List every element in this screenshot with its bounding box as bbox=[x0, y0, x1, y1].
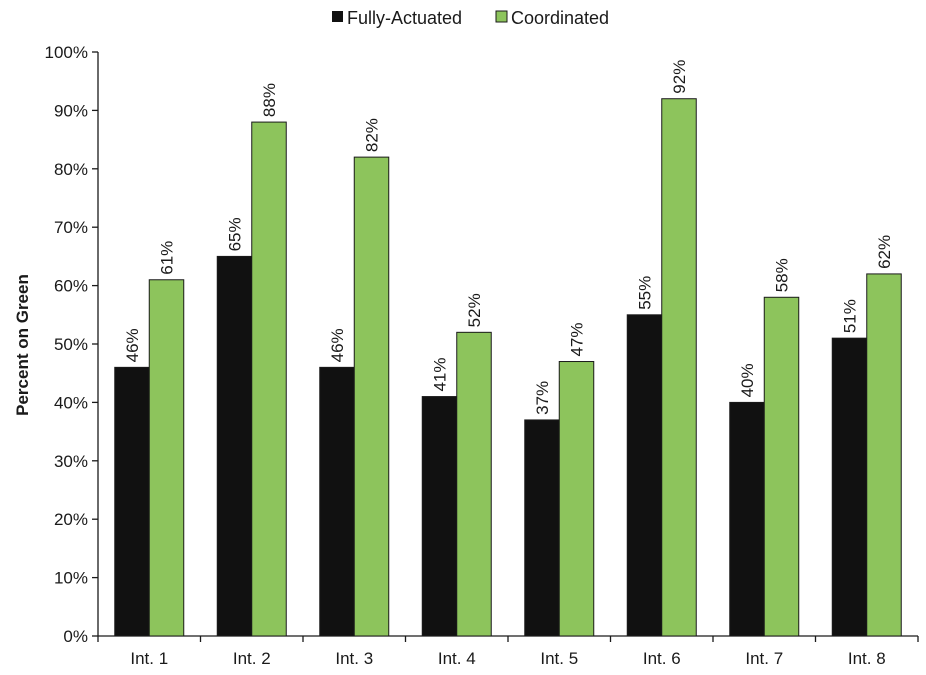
y-tick-label: 30% bbox=[54, 452, 88, 471]
bar-fully-actuated bbox=[831, 337, 868, 637]
x-axis: Int. 1 Int. 2 Int. 3 Int. 4 Int. 5 Int. 6 Int.… bbox=[97, 635, 919, 668]
legend-label-fully-actuated: Fully-Actuated bbox=[347, 8, 462, 28]
bar-fully-actuated bbox=[114, 366, 150, 637]
x-tick-label: Int. 5 bbox=[540, 649, 578, 668]
x-tick-label: Int. 3 bbox=[335, 649, 373, 668]
bar-coordinated bbox=[866, 273, 902, 637]
y-tick-label: 80% bbox=[54, 160, 88, 179]
y-tick-label: 0% bbox=[63, 627, 88, 646]
x-tick-label: Int. 2 bbox=[233, 649, 271, 668]
y-tick-label: 100% bbox=[45, 43, 88, 62]
y-axis: 0% 10% 20% 30% 40% 50% 60% 70% 80% 90% 100% bbox=[45, 43, 99, 646]
y-tick-label: 50% bbox=[54, 335, 88, 354]
bar-coordinated bbox=[661, 98, 697, 637]
y-tick-label: 70% bbox=[54, 218, 88, 237]
x-tick-label: Int. 6 bbox=[643, 649, 681, 668]
data-label: 92% bbox=[670, 60, 689, 94]
bar-coordinated bbox=[251, 121, 287, 637]
data-label: 52% bbox=[465, 293, 484, 327]
bars bbox=[114, 98, 902, 637]
legend: Fully-Actuated Coordinated bbox=[332, 8, 609, 28]
x-tick-label: Int. 7 bbox=[745, 649, 783, 668]
y-axis-title: Percent on Green bbox=[13, 274, 32, 416]
data-label: 40% bbox=[738, 363, 757, 397]
data-label: 65% bbox=[226, 217, 245, 251]
legend-swatch-fully-actuated bbox=[332, 11, 343, 22]
data-label: 51% bbox=[841, 299, 860, 333]
data-label: 82% bbox=[363, 118, 382, 152]
bar-fully-actuated bbox=[729, 401, 765, 637]
bar-coordinated bbox=[456, 331, 492, 637]
y-tick-label: 60% bbox=[54, 277, 88, 296]
data-label: 37% bbox=[533, 381, 552, 415]
y-tick-label: 10% bbox=[54, 569, 88, 588]
bar-coordinated bbox=[148, 279, 185, 637]
x-tick-label: Int. 4 bbox=[438, 649, 476, 668]
y-tick-label: 40% bbox=[54, 393, 88, 412]
bar-fully-actuated bbox=[216, 255, 253, 637]
y-tick-label: 90% bbox=[54, 101, 88, 120]
data-label: 41% bbox=[431, 358, 450, 392]
bar-fully-actuated bbox=[524, 419, 560, 637]
bar-coordinated bbox=[763, 296, 800, 637]
bar-fully-actuated bbox=[421, 396, 458, 637]
data-label: 46% bbox=[328, 328, 347, 362]
data-label: 62% bbox=[875, 235, 894, 269]
bar-coordinated bbox=[353, 156, 390, 637]
y-tick-label: 20% bbox=[54, 510, 88, 529]
legend-label-coordinated: Coordinated bbox=[511, 8, 609, 28]
data-label: 58% bbox=[773, 258, 792, 292]
legend-swatch-coordinated bbox=[495, 10, 508, 23]
data-label: 61% bbox=[158, 241, 177, 275]
data-label: 46% bbox=[123, 328, 142, 362]
bar-fully-actuated bbox=[626, 314, 663, 637]
data-label: 88% bbox=[260, 83, 279, 117]
data-label: 47% bbox=[568, 322, 587, 356]
x-tick-label: Int. 8 bbox=[848, 649, 886, 668]
data-label: 55% bbox=[636, 276, 655, 310]
x-tick-label: Int. 1 bbox=[130, 649, 168, 668]
data-labels: 46% 65% 46% 41% 37% 55% 40% 51% 61% 88% 82% 52% 47% 9… bbox=[123, 60, 894, 415]
bar-fully-actuated bbox=[319, 366, 355, 637]
bar-coordinated bbox=[558, 361, 595, 637]
